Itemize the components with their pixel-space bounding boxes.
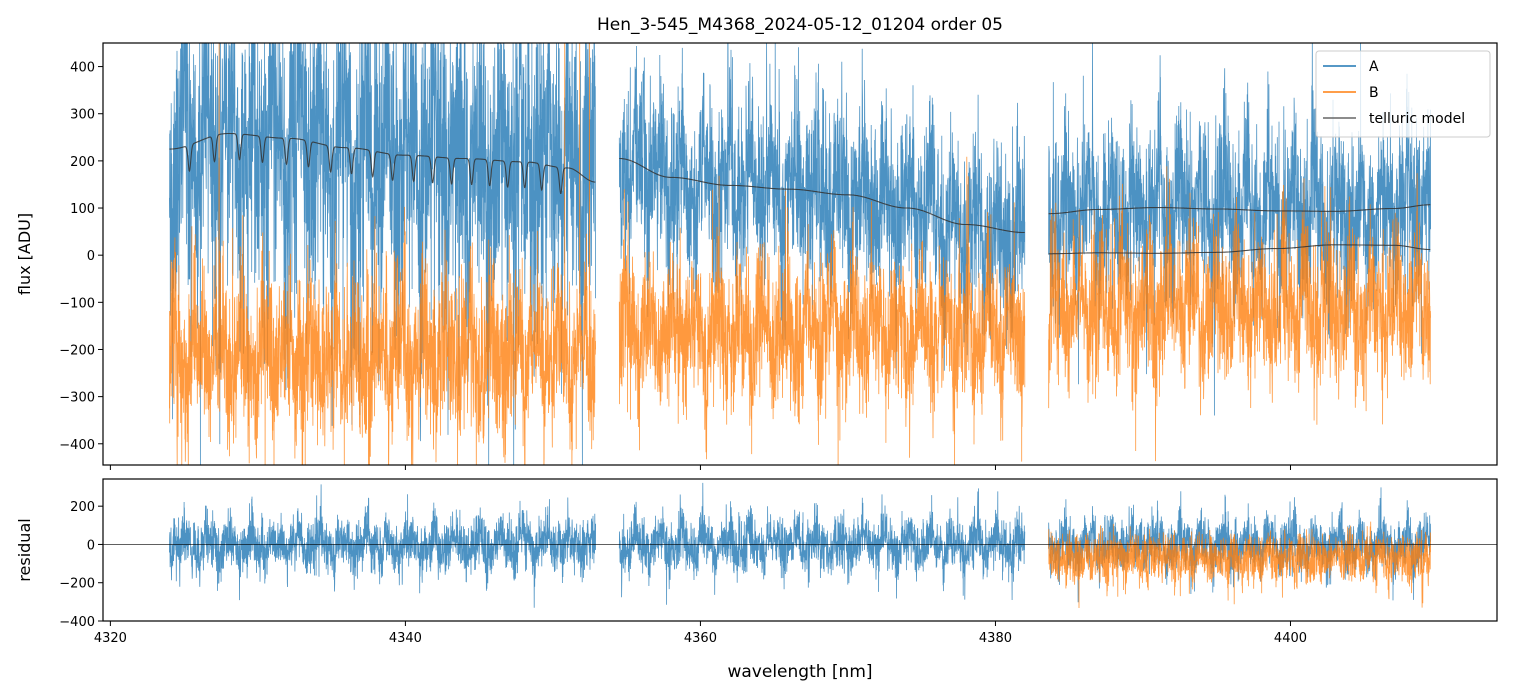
legend-label-b: B	[1369, 85, 1379, 101]
series-a-segment	[1048, 43, 1431, 416]
x-tick-label: 4400	[1274, 631, 1307, 646]
series-b-segment	[169, 43, 596, 465]
residual-y-tick-label: −400	[59, 615, 95, 630]
y-tick-label: 100	[70, 202, 95, 217]
y-tick-label: −100	[59, 296, 95, 311]
y-tick-label: −200	[59, 343, 95, 358]
telluric-model-line	[169, 132, 596, 194]
y-tick-label: 400	[70, 61, 95, 76]
y-tick-label: 300	[70, 108, 95, 123]
telluric-model-line	[1048, 204, 1431, 215]
y-tick-label: 200	[70, 155, 95, 170]
residual-axes-frame	[102, 478, 1498, 622]
y-tick-label: −300	[59, 391, 95, 406]
series-b-residual-segment	[1048, 521, 1431, 609]
series-a-residual-segment	[618, 482, 1026, 605]
top-y-axis-label: flux [ADU]	[15, 213, 34, 295]
bottom-y-axis-label: residual	[15, 518, 34, 581]
legend-label-telluric: telluric model	[1369, 111, 1465, 127]
residual-y-tick-label: 200	[70, 500, 95, 515]
top-plot-area	[169, 43, 1431, 465]
residual-y-tick-label: −200	[59, 577, 95, 592]
legend-label-a: A	[1369, 59, 1379, 75]
series-b-segment	[1048, 166, 1431, 462]
series-a-segment	[618, 43, 1026, 374]
series-a-segment	[169, 43, 596, 465]
residual-y-tick-label: 0	[87, 538, 95, 553]
x-tick-label: 4320	[94, 631, 127, 646]
x-tick-label: 4360	[684, 631, 717, 646]
telluric-model-line	[1048, 244, 1431, 255]
legend: A B telluric model	[1315, 50, 1491, 138]
residual-plot-area	[103, 482, 1497, 609]
x-tick-label: 4380	[979, 631, 1012, 646]
chart-title: Hen_3-545_M4368_2024-05-12_01204 order 0…	[597, 15, 1003, 35]
x-axis-label: wavelength [nm]	[727, 662, 872, 682]
top-axes-frame	[102, 42, 1498, 466]
telluric-model-line	[619, 157, 1025, 234]
y-tick-label: −400	[59, 438, 95, 453]
series-b-segment	[618, 156, 1026, 465]
series-a-residual-segment	[169, 484, 596, 608]
x-tick-label: 4340	[389, 631, 422, 646]
y-tick-label: 0	[87, 249, 95, 264]
